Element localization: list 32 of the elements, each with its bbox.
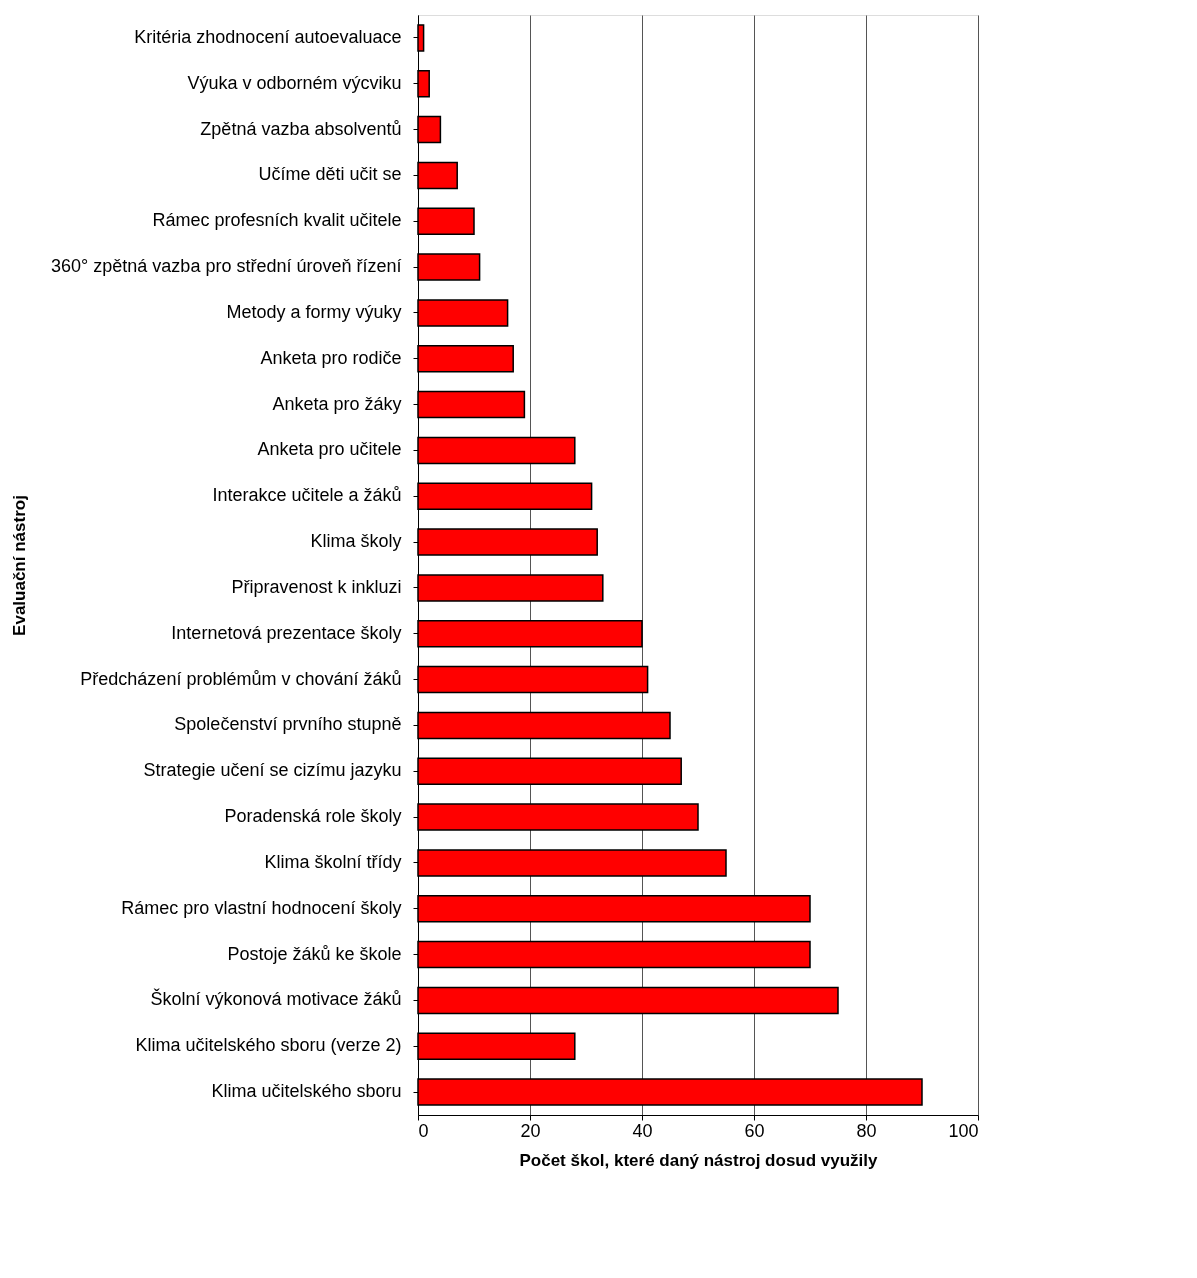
y-tick-label: Strategie učení se cizímu jazyku <box>143 760 402 781</box>
y-tick-label: Anketa pro rodiče <box>260 347 402 368</box>
y-tick-label: Klima školní třídy <box>264 851 402 872</box>
y-tick-label: Metody a formy výuky <box>226 301 402 322</box>
x-tick-label: 20 <box>520 1120 541 1141</box>
y-tick-label: Postoje žáků ke škole <box>227 943 402 964</box>
x-tick-label: 60 <box>744 1120 765 1141</box>
y-tick-label: Anketa pro učitele <box>257 439 402 460</box>
y-tick-label: Poradenská role školy <box>224 806 402 827</box>
y-tick-label: Připravenost k inkluzi <box>231 576 402 597</box>
x-tick-label: 0 <box>418 1120 429 1141</box>
x-tick-label: 40 <box>632 1120 653 1141</box>
y-tick-label: Rámec profesních kvalit učitele <box>152 210 402 231</box>
y-tick-label: Předcházení problémům v chování žáků <box>80 668 402 689</box>
y-tick-label: Anketa pro žáky <box>272 393 402 414</box>
y-tick-label: Klima učitelského sboru (verze 2) <box>135 1035 402 1056</box>
y-tick-label: Zpětná vazba absolventů <box>200 118 402 139</box>
y-tick-label: Výuka v odborném výcviku <box>187 72 402 93</box>
y-tick-label: 360° zpětná vazba pro střední úroveň řízení <box>51 256 402 277</box>
y-tick-label: Školní výkonová motivace žáků <box>150 988 402 1010</box>
y-tick-label: Internetová prezentace školy <box>171 622 402 643</box>
x-tick-label: 80 <box>856 1120 877 1141</box>
y-tick-label: Klima školy <box>310 531 402 552</box>
y-axis-title: Evaluační nástroj <box>9 495 29 636</box>
x-tick-label: 100 <box>948 1120 979 1141</box>
y-tick-label: Klima učitelského sboru <box>211 1081 402 1102</box>
x-axis-title: Počet škol, které daný nástroj dosud využily <box>519 1150 879 1170</box>
y-tick-label: Interakce učitele a žáků <box>212 485 402 506</box>
y-tick-label: Společenství prvního stupně <box>174 714 402 735</box>
y-tick-label: Kritéria zhodnocení autoevaluace <box>134 26 402 47</box>
y-tick-label: Rámec pro vlastní hodnocení školy <box>121 897 402 918</box>
y-tick-label: Učíme děti učit se <box>258 164 402 185</box>
